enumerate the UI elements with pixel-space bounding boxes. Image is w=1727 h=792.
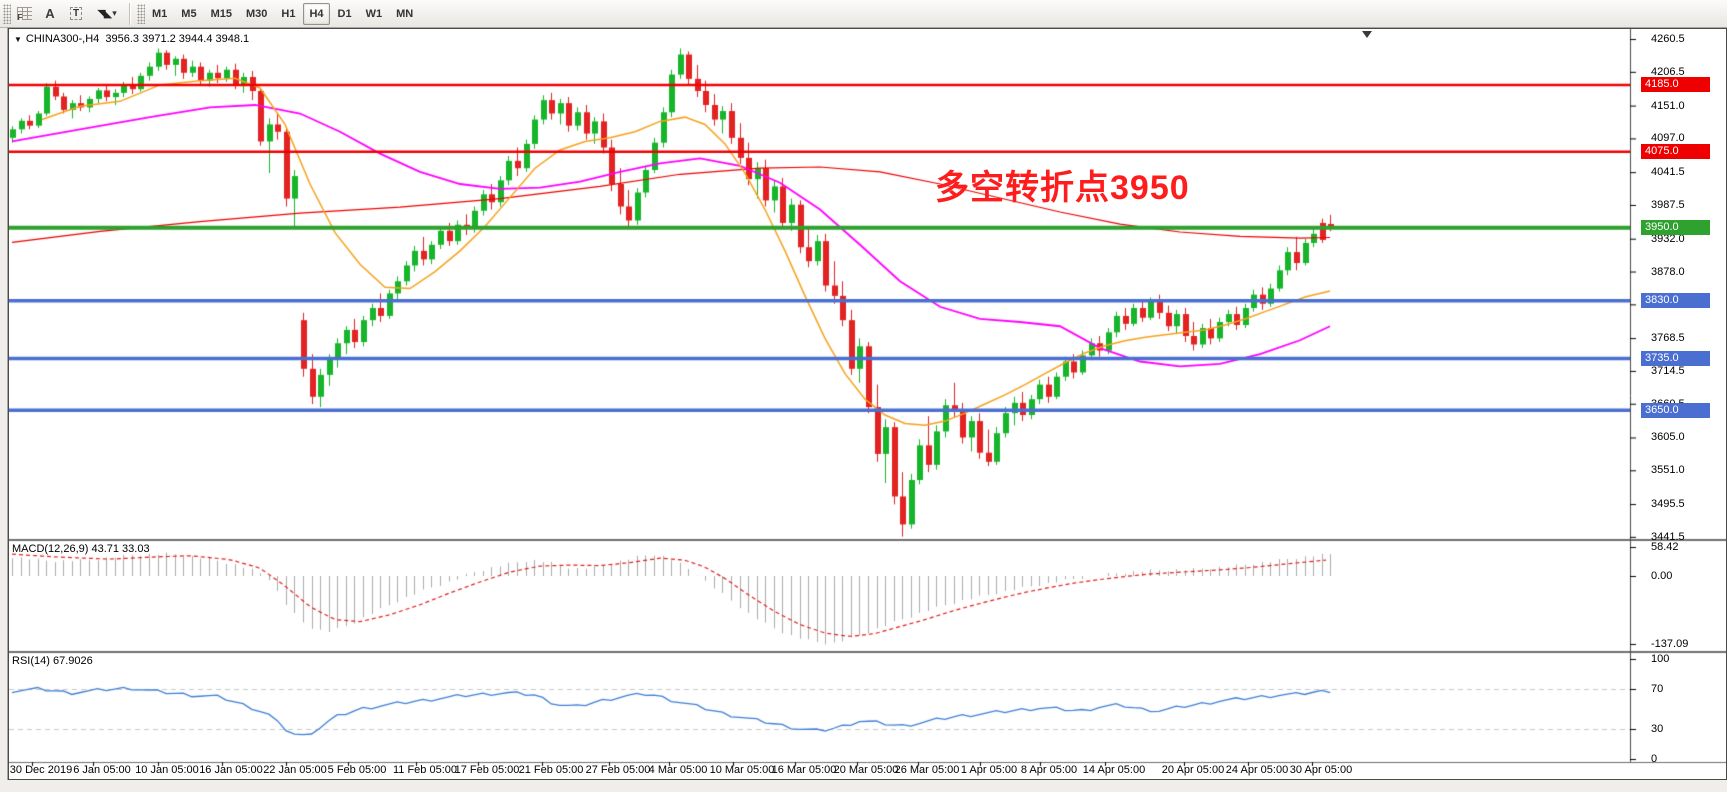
time-axis-label: 26 Mar 05:00: [894, 764, 960, 776]
timeframe-button-m1[interactable]: M1: [152, 7, 168, 20]
price-tick-label: 3605.0: [1651, 431, 1685, 444]
price-tick-label: 3768.5: [1651, 332, 1685, 345]
chart-text-annotation[interactable]: 多空转折点3950: [935, 169, 1190, 207]
price-level-tag[interactable]: 3650.0: [1641, 402, 1710, 418]
price-tick-label: 4260.5: [1651, 33, 1685, 46]
time-axis-label: 30 Dec 2019: [9, 764, 73, 776]
toolbar-separator: [129, 2, 130, 25]
time-axis-label: 10 Mar 05:00: [709, 764, 775, 776]
chart-ohlc-values: 3956.3 3971.2 3944.4 3948.1: [105, 33, 250, 45]
price-tick-label: 3495.5: [1651, 498, 1685, 511]
price-level-tag[interactable]: 3950.0: [1641, 220, 1710, 236]
time-axis-label: 27 Feb 05:00: [585, 764, 651, 776]
time-axis-label: 10 Jan 05:00: [135, 764, 199, 776]
timeframe-button-mn[interactable]: MN: [396, 7, 414, 20]
text-tool-button[interactable]: A: [38, 3, 62, 25]
timeframe-button-h4[interactable]: H4: [303, 2, 330, 25]
timeframe-group: M1 M5 M15 M30 H1 H4 D1 W1 MN: [145, 2, 420, 25]
time-axis-label: 14 Apr 05:00: [1082, 764, 1146, 776]
chart-shift-marker-icon[interactable]: [1362, 31, 1372, 38]
chart-dropdown-icon[interactable]: ▼: [14, 35, 22, 44]
rsi-indicator-label: RSI(14) 67.9026: [12, 655, 93, 667]
price-level-tag[interactable]: 4185.0: [1641, 77, 1710, 93]
toolbar-drag-handle[interactable]: [3, 3, 11, 24]
price-level-tag[interactable]: 3735.0: [1641, 350, 1710, 366]
fibonacci-icon: F: [16, 7, 32, 22]
price-tick-label: 3878.0: [1651, 265, 1685, 278]
time-axis-label: 20 Mar 05:00: [833, 764, 899, 776]
timeframe-button-m30[interactable]: M30: [245, 7, 268, 20]
price-tick-label: 3441.5: [1651, 530, 1685, 543]
price-tick-label: 4041.5: [1651, 166, 1685, 179]
time-axis-label: 6 Jan 05:00: [73, 764, 131, 776]
price-tick-label: 3932.0: [1651, 232, 1685, 245]
macd-tick-label: -137.09: [1651, 637, 1689, 650]
time-axis-label: 22 Jan 05:00: [263, 764, 327, 776]
timeframe-button-m15[interactable]: M15: [210, 7, 232, 20]
time-axis-label: 17 Feb 05:00: [454, 764, 520, 776]
toolbar: F A T ◥◣ ▾ M1 M5 M15 M30 H1 H4 D1 W1 MN: [0, 0, 1727, 28]
time-axis-label: 1 Apr 05:00: [960, 764, 1018, 776]
chart-canvas[interactable]: [9, 29, 1726, 779]
chart-window: ▼ CHINA300-,H4 3956.3 3971.2 3944.4 3948.…: [8, 28, 1727, 780]
price-tick-label: 3987.5: [1651, 198, 1685, 211]
time-axis-label: 11 Feb 05:00: [392, 764, 458, 776]
price-tick-label: 4206.5: [1651, 65, 1685, 78]
toolbar-drag-handle[interactable]: [137, 3, 145, 24]
window-bottom-strip: [0, 780, 1727, 792]
macd-tick-label: 58.42: [1651, 541, 1679, 554]
time-axis-label: 4 Mar 05:00: [648, 764, 708, 776]
timeframe-button-m5[interactable]: M5: [181, 7, 197, 20]
rsi-tick-label: 70: [1651, 683, 1664, 695]
price-level-tag[interactable]: 4075.0: [1641, 144, 1710, 160]
label-tool-button[interactable]: T: [64, 3, 88, 25]
rsi-tick-label: 30: [1651, 723, 1664, 735]
fibonacci-tool-button[interactable]: F: [12, 3, 36, 25]
price-tick-label: 4097.0: [1651, 132, 1685, 145]
time-axis-label: 8 Apr 05:00: [1020, 764, 1078, 776]
timeframe-button-w1[interactable]: W1: [365, 7, 383, 20]
time-axis-label: 5 Feb 05:00: [327, 764, 387, 776]
chart-symbol-period: CHINA300-,H4: [25, 33, 100, 45]
macd-tick-label: 0.00: [1651, 570, 1673, 582]
price-tick-label: 3714.5: [1651, 364, 1685, 377]
time-axis-label: 30 Apr 05:00: [1289, 764, 1353, 776]
text-icon: A: [45, 6, 55, 21]
price-tick-label: 3551.0: [1651, 464, 1685, 477]
time-axis-label: 21 Feb 05:00: [518, 764, 584, 776]
arrows-icon: ◥◣: [97, 8, 112, 20]
time-axis-label: 16 Mar 05:00: [771, 764, 837, 776]
label-icon: T: [69, 7, 83, 20]
price-tick-label: 4151.0: [1651, 99, 1685, 112]
chart-title[interactable]: ▼ CHINA300-,H4 3956.3 3971.2 3944.4 3948.…: [14, 33, 249, 45]
macd-indicator-label: MACD(12,26,9) 43.71 33.03: [12, 543, 150, 555]
rsi-tick-label: 0: [1651, 753, 1658, 765]
rsi-tick-label: 100: [1651, 653, 1670, 665]
time-axis-label: 20 Apr 05:00: [1161, 764, 1225, 776]
time-axis-label: 24 Apr 05:00: [1225, 764, 1289, 776]
timeframe-button-h1[interactable]: H1: [281, 7, 296, 20]
arrows-tool-button[interactable]: ◥◣ ▾: [90, 3, 124, 25]
time-axis-label: 16 Jan 05:00: [199, 764, 263, 776]
chevron-down-icon[interactable]: ▾: [112, 8, 117, 18]
timeframe-button-d1[interactable]: D1: [337, 7, 352, 20]
price-level-tag[interactable]: 3830.0: [1641, 293, 1710, 309]
